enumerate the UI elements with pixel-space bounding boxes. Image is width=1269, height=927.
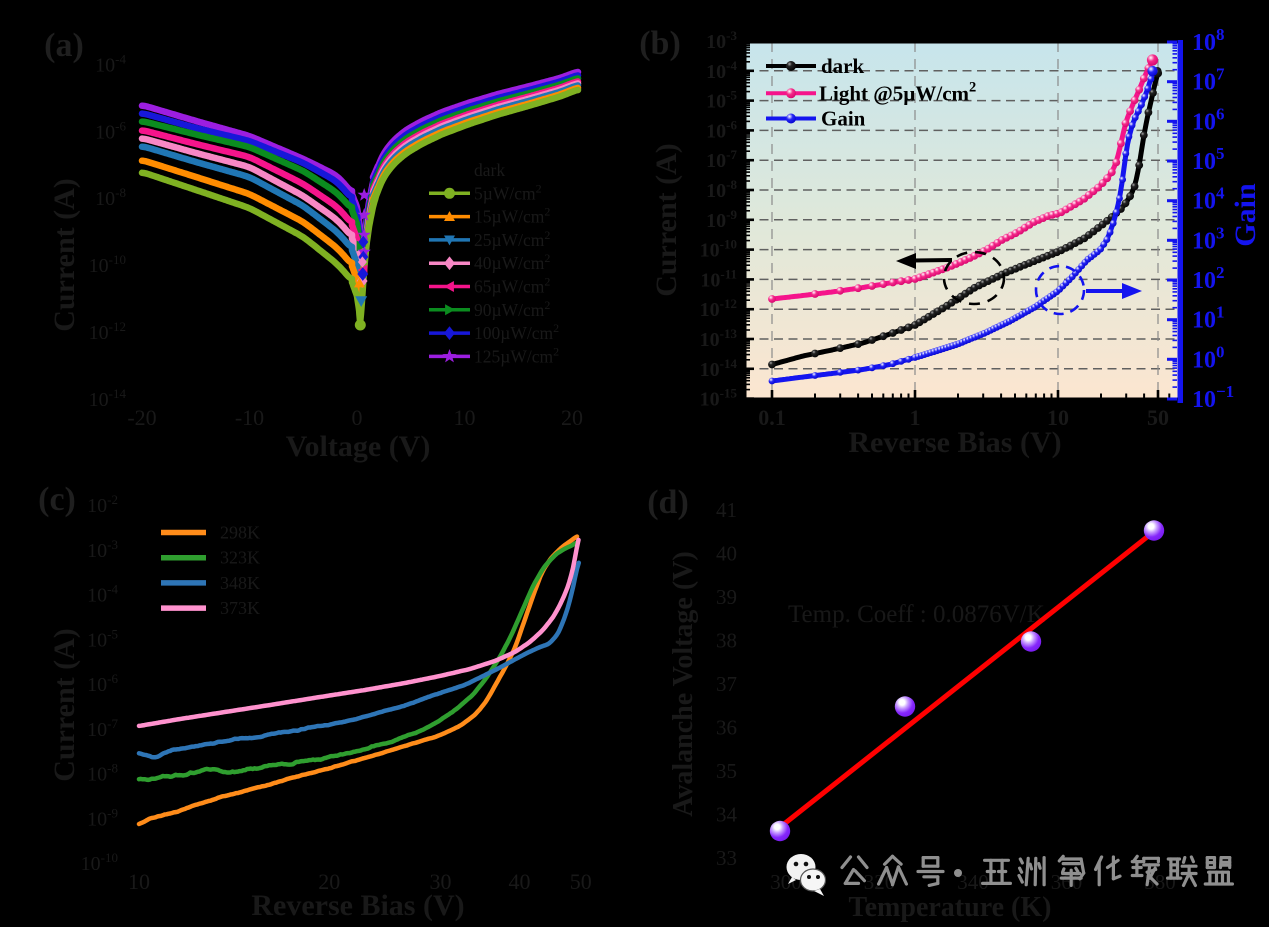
svg-text:36: 36 (716, 716, 737, 740)
svg-text:0.1: 0.1 (758, 405, 786, 430)
svg-text:10-10: 10-10 (89, 252, 126, 277)
svg-text:10: 10 (128, 869, 150, 894)
svg-text:10: 10 (1047, 405, 1069, 430)
svg-text:100µW/cm2: 100µW/cm2 (474, 321, 559, 343)
svg-text:25µW/cm2: 25µW/cm2 (474, 228, 550, 250)
svg-text:Gain: Gain (1229, 183, 1262, 247)
svg-text:35: 35 (716, 759, 737, 783)
svg-text:(d): (d) (647, 484, 689, 521)
svg-text:125µW/cm2: 125µW/cm2 (474, 344, 559, 366)
svg-text:(b): (b) (639, 25, 681, 62)
svg-text:dark: dark (821, 54, 865, 78)
svg-text:5µW/cm2: 5µW/cm2 (474, 181, 542, 203)
svg-text:10-10: 10-10 (81, 850, 118, 875)
svg-text:1: 1 (910, 405, 921, 430)
svg-text:39: 39 (716, 585, 737, 609)
svg-text:Light @5µW/cm2: Light @5µW/cm2 (819, 80, 976, 106)
svg-text:0: 0 (352, 405, 363, 430)
svg-text:(a): (a) (44, 27, 84, 64)
svg-text:-20: -20 (127, 405, 156, 430)
svg-text:Reverse Bias (V): Reverse Bias (V) (848, 426, 1061, 459)
svg-text:dark: dark (474, 160, 505, 180)
svg-text:38: 38 (716, 629, 737, 653)
svg-text:Avalanche Voltage (V): Avalanche Voltage (V) (668, 551, 699, 816)
svg-text:107: 107 (1192, 65, 1225, 96)
svg-text:Temperature (K): Temperature (K) (849, 892, 1052, 923)
svg-text:41: 41 (716, 498, 737, 522)
svg-text:15µW/cm2: 15µW/cm2 (474, 205, 550, 227)
svg-text:37: 37 (716, 672, 737, 696)
svg-text:90µW/cm2: 90µW/cm2 (474, 298, 550, 320)
svg-text:40µW/cm2: 40µW/cm2 (474, 251, 550, 273)
svg-text:65µW/cm2: 65µW/cm2 (474, 275, 550, 297)
svg-text:Voltage (V): Voltage (V) (286, 430, 431, 463)
svg-text:102: 102 (1192, 263, 1225, 294)
svg-text:298K: 298K (220, 523, 260, 543)
svg-text:Current (A): Current (A) (650, 143, 683, 297)
svg-text:10: 10 (454, 405, 476, 430)
svg-text:34: 34 (716, 803, 738, 827)
svg-text:10-11: 10-11 (700, 266, 737, 291)
svg-text:-10: -10 (235, 405, 264, 430)
svg-text:30: 30 (430, 869, 452, 894)
svg-text:50: 50 (1147, 405, 1169, 430)
svg-text:10−1: 10−1 (1192, 382, 1234, 413)
svg-text:323K: 323K (220, 548, 260, 568)
svg-text:Temp. Coeff : 0.0876V/K: Temp. Coeff : 0.0876V/K (788, 601, 1045, 628)
svg-text:Reverse Bias (V): Reverse Bias (V) (251, 889, 464, 922)
svg-text:(c): (c) (38, 481, 76, 518)
svg-text:20: 20 (561, 405, 583, 430)
svg-text:348K: 348K (220, 573, 260, 593)
svg-text:10-13: 10-13 (700, 326, 738, 351)
svg-text:Gain: Gain (821, 107, 866, 131)
svg-text:Current (A): Current (A) (48, 628, 81, 782)
svg-text:373K: 373K (220, 598, 260, 618)
svg-text:20: 20 (318, 869, 340, 894)
svg-text:Current (A): Current (A) (48, 178, 81, 332)
svg-text:40: 40 (509, 869, 531, 894)
svg-text:33: 33 (716, 846, 737, 870)
svg-text:40: 40 (716, 542, 737, 566)
svg-text:50: 50 (570, 869, 592, 894)
